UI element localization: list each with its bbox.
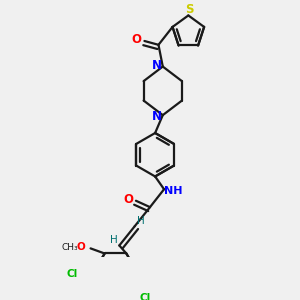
Text: H: H <box>110 236 118 245</box>
Text: S: S <box>185 3 194 16</box>
Text: Cl: Cl <box>67 268 78 279</box>
Text: N: N <box>152 110 162 123</box>
Text: NH: NH <box>164 185 182 196</box>
Text: O: O <box>132 33 142 46</box>
Text: O: O <box>124 193 134 206</box>
Text: H: H <box>137 216 145 226</box>
Text: Cl: Cl <box>140 292 151 300</box>
Text: CH₃: CH₃ <box>62 243 78 252</box>
Text: N: N <box>152 59 162 72</box>
Text: O: O <box>76 242 85 252</box>
